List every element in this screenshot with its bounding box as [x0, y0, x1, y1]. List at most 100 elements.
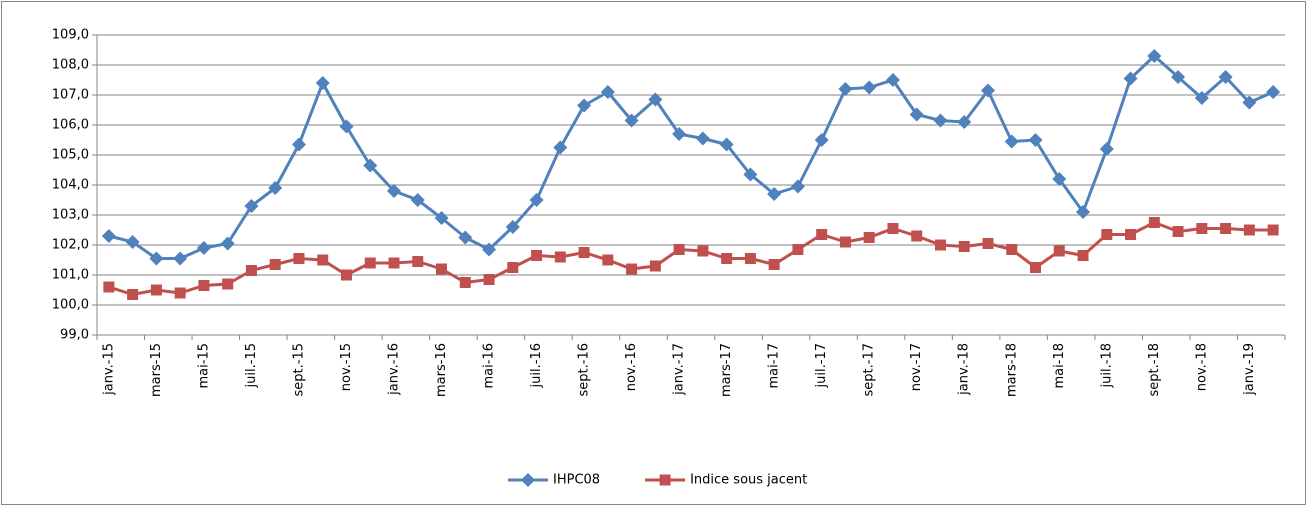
- y-tick-label: 100,0: [52, 298, 89, 313]
- data-point: [291, 137, 306, 152]
- data-point: [173, 251, 188, 266]
- data-point: [1267, 224, 1279, 236]
- data-point: [885, 73, 900, 87]
- data-point: [268, 181, 283, 195]
- data-point: [1077, 250, 1089, 261]
- data-point: [933, 113, 948, 128]
- data-point: [127, 289, 139, 300]
- data-point: [934, 239, 946, 251]
- data-point: [1196, 223, 1208, 234]
- x-tick-label: juil.-15: [244, 343, 259, 388]
- y-tick-label: 109,0: [52, 28, 89, 43]
- data-point: [339, 119, 354, 134]
- x-tick-label: nov.-18: [1194, 343, 1209, 391]
- data-point: [578, 247, 590, 258]
- x-tick-label: janv.-18: [957, 343, 972, 396]
- data-point: [1101, 229, 1113, 240]
- data-point: [1243, 224, 1255, 236]
- data-point: [1099, 142, 1114, 156]
- data-point: [364, 257, 376, 269]
- y-tick-label: 106,0: [52, 118, 89, 133]
- data-point: [911, 230, 923, 242]
- data-point: [458, 230, 473, 245]
- data-point: [887, 223, 899, 234]
- data-point: [245, 265, 257, 276]
- data-point: [1218, 70, 1233, 84]
- legend-label: IHPC08: [553, 473, 600, 488]
- data-point: [719, 137, 734, 152]
- x-tick-label: mai-15: [196, 343, 211, 388]
- data-point: [387, 184, 401, 198]
- data-point: [649, 260, 661, 272]
- x-tick-label: janv.-15: [101, 343, 116, 396]
- data-point: [1172, 226, 1184, 237]
- data-point: [529, 193, 544, 207]
- x-tick-label: nov.-15: [339, 343, 354, 391]
- data-point: [626, 263, 638, 275]
- x-tick-label: mai-16: [482, 343, 497, 388]
- x-tick-label: sept.-17: [862, 343, 877, 397]
- data-point: [1242, 95, 1257, 110]
- y-tick-label: 101,0: [52, 268, 89, 283]
- x-tick-label: nov.-16: [624, 343, 639, 391]
- data-point: [1076, 205, 1091, 219]
- x-tick-label: mars-17: [719, 343, 734, 397]
- data-point: [198, 280, 210, 291]
- data-point: [222, 278, 234, 290]
- data-point: [721, 253, 733, 264]
- x-tick-label: juil.-16: [529, 343, 544, 388]
- x-tick-label: juil.-18: [1099, 343, 1114, 388]
- data-point: [863, 232, 875, 243]
- legend-label: Indice sous jacent: [690, 473, 807, 488]
- data-point: [1194, 91, 1209, 105]
- y-tick-label: 107,0: [52, 88, 89, 103]
- x-tick-label: mars-15: [149, 343, 164, 397]
- data-point: [981, 83, 995, 98]
- data-point: [982, 238, 994, 249]
- x-tick-label: mars-16: [434, 343, 449, 397]
- data-point: [839, 236, 851, 248]
- series-line: [108, 54, 1274, 260]
- data-point: [1171, 70, 1186, 84]
- data-point: [1004, 134, 1019, 149]
- data-point: [482, 242, 497, 257]
- data-point: [553, 140, 568, 155]
- data-point: [648, 92, 663, 107]
- data-point: [196, 241, 211, 255]
- data-point: [269, 259, 281, 270]
- y-tick-label: 99,0: [60, 328, 89, 343]
- data-point: [1006, 244, 1018, 255]
- x-tick-label: janv.-17: [672, 343, 687, 396]
- data-point: [1125, 229, 1137, 240]
- data-point: [697, 245, 709, 257]
- data-point: [412, 256, 424, 267]
- x-tick-label: nov.-17: [909, 343, 924, 391]
- data-point: [1052, 172, 1067, 186]
- y-tick-label: 104,0: [52, 178, 89, 193]
- data-point: [1148, 217, 1160, 228]
- data-point: [600, 85, 615, 99]
- data-point: [790, 179, 805, 194]
- data-point: [174, 287, 186, 299]
- data-point: [672, 127, 687, 141]
- data-point: [507, 262, 519, 273]
- data-point: [1266, 85, 1281, 99]
- data-point: [816, 229, 828, 240]
- data-point: [315, 76, 330, 90]
- data-point: [577, 98, 592, 113]
- data-point: [957, 115, 972, 129]
- data-point: [673, 244, 685, 255]
- data-point: [1030, 262, 1042, 273]
- data-point: [1028, 133, 1043, 147]
- y-tick-label: 108,0: [52, 58, 89, 73]
- data-point: [434, 211, 449, 225]
- data-point: [149, 251, 164, 266]
- y-tick-label: 105,0: [52, 148, 89, 163]
- data-point: [744, 253, 756, 264]
- x-tick-label: sept.-15: [291, 343, 306, 397]
- data-point: [505, 220, 520, 234]
- data-point: [125, 235, 140, 249]
- data-point: [150, 284, 162, 296]
